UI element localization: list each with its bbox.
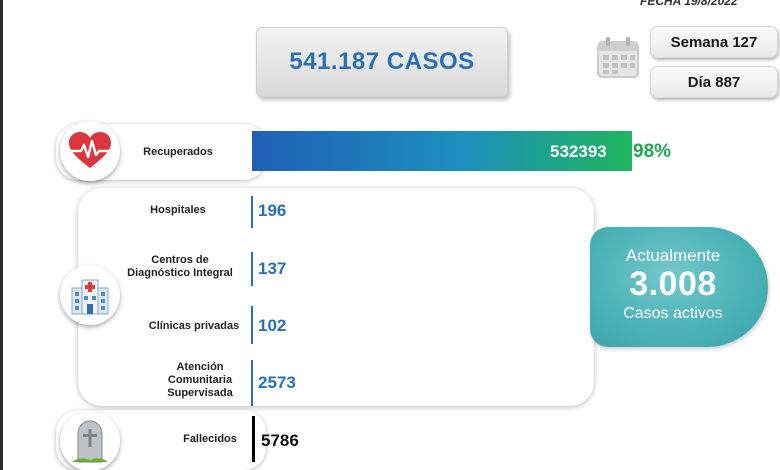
report-date: FECHA 19/8/2022 — [640, 0, 738, 8]
label-fallecidos: Fallecidos — [183, 433, 237, 445]
active-cases-badge: Actualmente 3.008 Casos activos — [590, 227, 768, 347]
label-acs: Atención Comunitaria Supervisada — [167, 361, 233, 399]
value-clinicas: 102 — [258, 316, 287, 335]
calendar-icon — [597, 37, 639, 78]
active-cases-value: 3.008 — [629, 265, 717, 303]
heart-pulse-icon — [60, 121, 120, 181]
bar-acs — [251, 360, 253, 406]
value-acs: 2573 — [258, 373, 296, 392]
week-counter: Semana 127 — [650, 26, 778, 58]
label-hospitales: Hospitales — [150, 204, 206, 216]
value-hospitales: 196 — [258, 201, 287, 220]
hospital-building-icon — [60, 265, 120, 325]
value-cdi: 137 — [258, 259, 287, 278]
active-cases-caption: Actualmente — [625, 246, 721, 265]
bar-cdi — [251, 252, 253, 286]
label-recuperados: Recuperados — [143, 146, 213, 158]
value-fallecidos: 5786 — [261, 431, 299, 450]
day-counter: Día 887 — [650, 66, 778, 98]
value-recuperados: 532393 — [550, 142, 607, 161]
label-clinicas: Clínicas privadas — [148, 320, 240, 332]
active-cases-label: Casos activos — [623, 305, 723, 322]
total-cases-box: 541.187 CASOS — [256, 27, 508, 97]
percent-recuperados: 98% — [633, 141, 672, 162]
bar-fallecidos — [252, 416, 255, 462]
label-cdi: Centros de Diagnóstico Integral — [127, 254, 233, 279]
bar-recuperados — [252, 131, 632, 171]
hospitalization-card — [78, 188, 594, 406]
bar-clinicas — [251, 306, 253, 344]
bar-hospitales — [251, 196, 253, 228]
total-cases-value: 541.187 CASOS — [289, 48, 475, 75]
tombstone-icon — [60, 411, 120, 470]
left-edge-divider — [0, 0, 3, 470]
